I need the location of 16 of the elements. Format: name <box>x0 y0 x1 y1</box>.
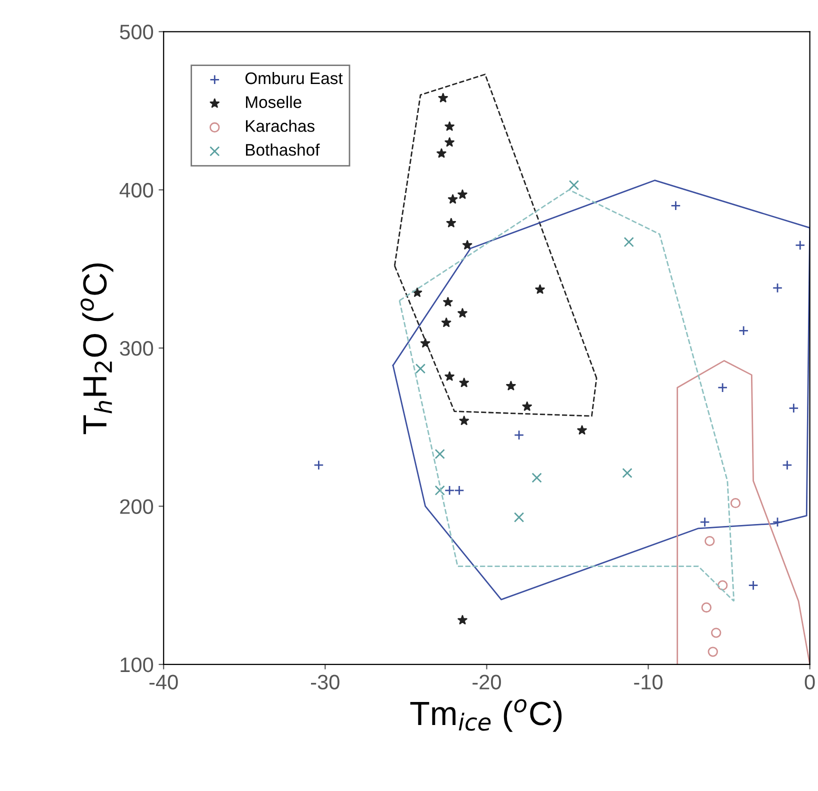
x-axis-title: Tm$_{ice}$ ($^{o}$C) <box>410 699 562 732</box>
legend-label: Karachas <box>246 120 314 132</box>
x-tick-label: 0 <box>804 674 815 690</box>
y-tick-label: 200 <box>120 499 154 514</box>
legend-label: Bothashof <box>246 144 320 156</box>
y-axis-title: T$_{h}$H$_{2}$O ($^{o}$C) <box>80 263 114 434</box>
y-tick-label: 500 <box>120 24 154 40</box>
legend-label: Moselle <box>246 96 302 108</box>
x-tick-label: -10 <box>634 674 663 690</box>
legend-label: Omburu East <box>245 72 343 84</box>
x-tick-label: -40 <box>149 674 178 690</box>
x-tick-label: -20 <box>472 674 501 690</box>
y-tick-label: 400 <box>120 182 154 198</box>
y-tick-label: 300 <box>120 341 154 356</box>
y-tick-label: 100 <box>120 657 154 672</box>
x-tick-label: -30 <box>311 674 340 690</box>
